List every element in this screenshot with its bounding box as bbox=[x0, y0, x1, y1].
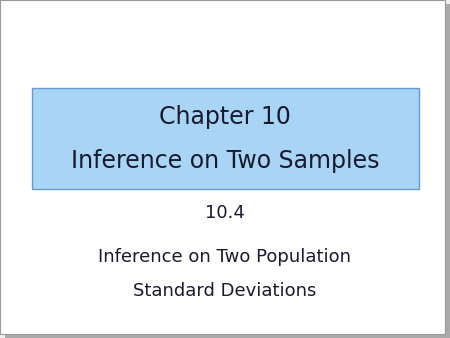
FancyBboxPatch shape bbox=[32, 88, 419, 189]
Text: Inference on Two Samples: Inference on Two Samples bbox=[71, 148, 379, 173]
Text: 10.4: 10.4 bbox=[205, 204, 245, 222]
Text: Inference on Two Population: Inference on Two Population bbox=[99, 248, 351, 266]
Text: Chapter 10: Chapter 10 bbox=[159, 104, 291, 129]
FancyBboxPatch shape bbox=[5, 4, 450, 338]
FancyBboxPatch shape bbox=[0, 0, 445, 334]
Text: Standard Deviations: Standard Deviations bbox=[133, 282, 317, 300]
